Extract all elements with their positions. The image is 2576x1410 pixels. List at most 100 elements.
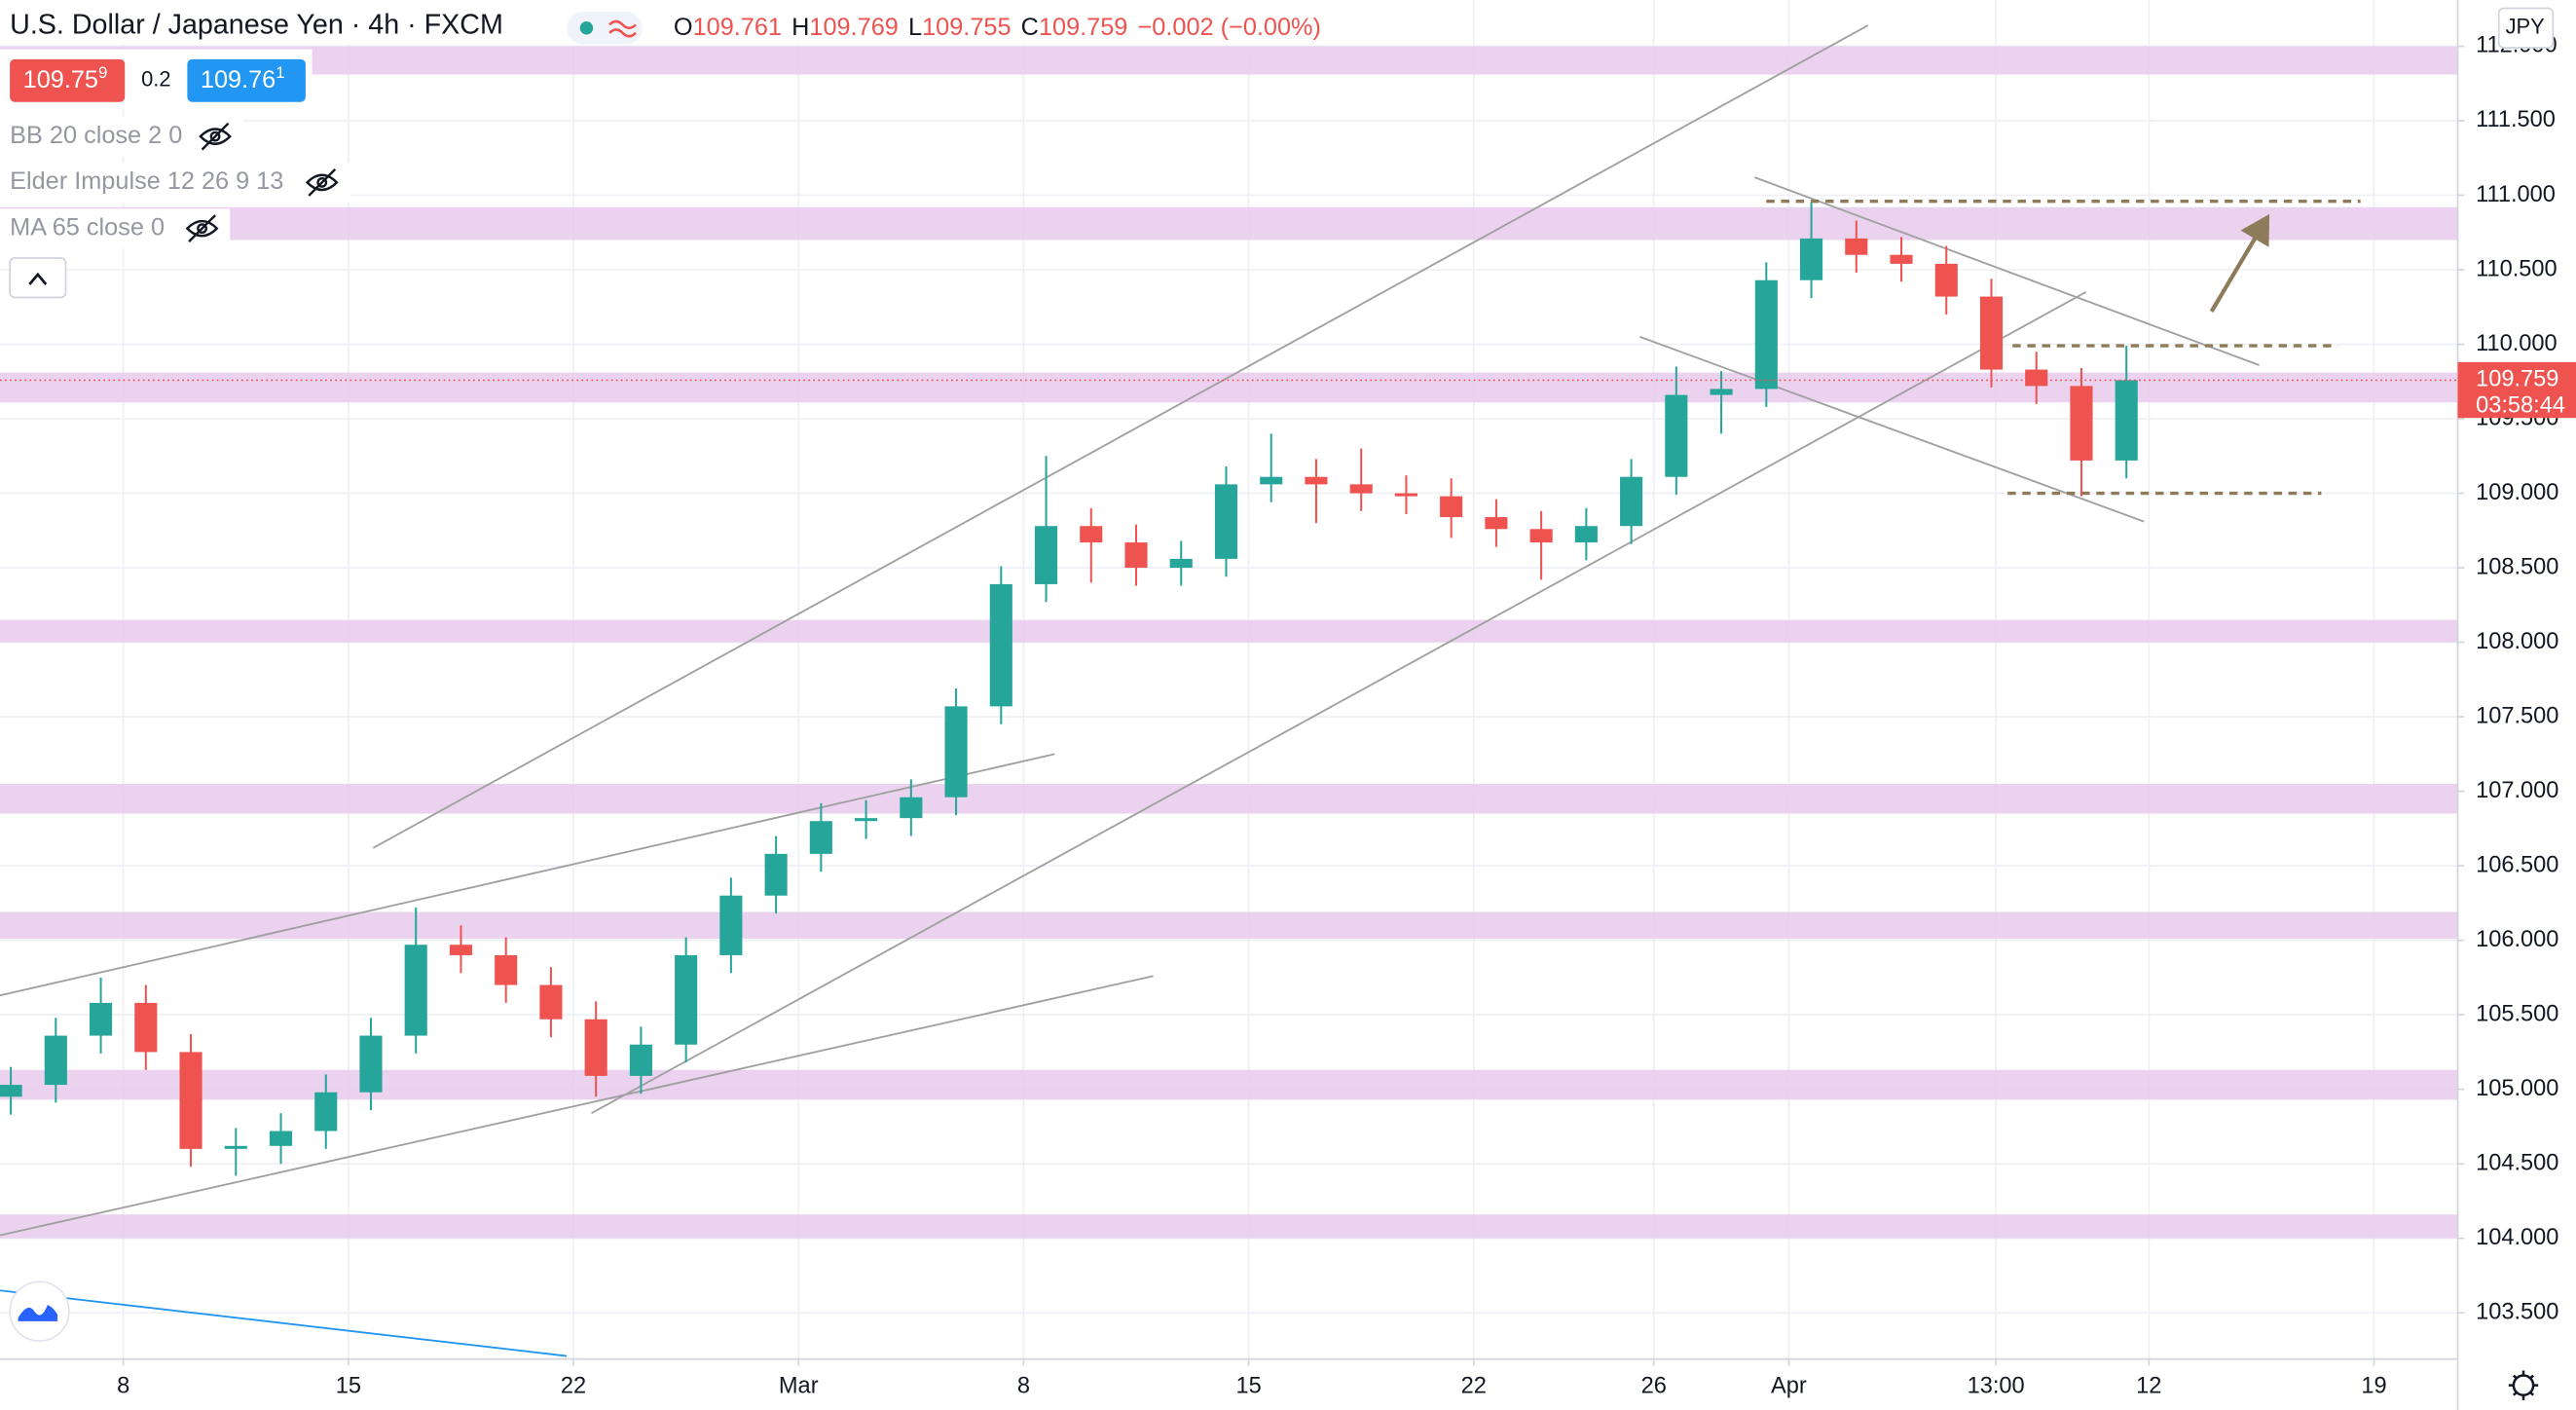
trend-line <box>0 753 1055 997</box>
currency-button[interactable] <box>2497 7 2555 49</box>
candle-body <box>1169 558 1193 569</box>
candle-body <box>900 797 923 819</box>
collapse-button[interactable] <box>9 257 67 299</box>
status-pill[interactable] <box>567 11 643 45</box>
sell-price: 109.759 <box>23 63 108 93</box>
x-tick-label: 15 <box>1235 1374 1261 1399</box>
price-zone <box>0 1069 2458 1100</box>
candle-body <box>809 821 832 854</box>
last-price-tag <box>2457 361 2576 419</box>
candle-body <box>1890 254 1913 264</box>
candle-body <box>675 954 698 1045</box>
y-tick-label: 107.000 <box>2476 778 2558 803</box>
sell-price-pip: 9 <box>98 63 107 82</box>
candle-body <box>1034 526 1058 584</box>
candle-body <box>1665 394 1688 477</box>
candle-body <box>1934 263 1958 297</box>
candle-body <box>269 1131 293 1146</box>
candle-body <box>1754 279 1778 390</box>
trend-line <box>372 24 1869 849</box>
buy-price: 109.761 <box>201 63 285 93</box>
candle-body <box>44 1035 67 1086</box>
y-tick-label: 108.500 <box>2476 554 2558 579</box>
x-tick-label: 22 <box>1461 1374 1487 1399</box>
logo-icon <box>18 1304 58 1321</box>
x-tick-label: 13:00 <box>1968 1374 2025 1399</box>
candle-body <box>1214 484 1238 559</box>
indicator-label: MA 65 close 0 <box>10 213 165 241</box>
candle-body <box>1080 526 1103 543</box>
delay-icon <box>608 19 637 38</box>
ohlc-key: O <box>674 13 693 40</box>
y-tick-label: 110.000 <box>2476 331 2558 356</box>
symbol-title[interactable]: U.S. Dollar / Japanese Yen · 4h · FXCM <box>10 10 503 41</box>
candle-body <box>179 1052 202 1149</box>
currency-label: JPY <box>2506 15 2546 39</box>
x-tick-label: 15 <box>336 1374 361 1399</box>
candle-body <box>134 1002 158 1053</box>
price-zone <box>0 206 2458 241</box>
price-zone <box>0 1214 2458 1239</box>
candle-body <box>629 1044 652 1076</box>
x-tick-label: 26 <box>1641 1374 1667 1399</box>
trend-line <box>591 291 2087 1114</box>
candle-body <box>719 895 743 955</box>
candle-body <box>1710 389 1733 395</box>
x-tick-label: 8 <box>1017 1374 1030 1399</box>
indicator-label: Elder Impulse 12 26 9 13 <box>10 167 283 195</box>
sell-price-main: 109.75 <box>23 65 98 93</box>
arrow <box>2209 213 2270 313</box>
indicator-label: BB 20 close 2 0 <box>10 122 182 149</box>
y-tick-label: 105.500 <box>2476 1001 2558 1026</box>
candle-body <box>404 945 427 1036</box>
price-zone <box>0 46 2458 75</box>
ohlc-change: −0.002 (−0.00%) <box>1138 13 1321 40</box>
ohlc-key: H <box>791 13 809 40</box>
y-tick-label: 111.000 <box>2476 182 2556 207</box>
buy-button[interactable] <box>187 58 306 102</box>
candle-body <box>1799 238 1823 280</box>
candle-body <box>1845 238 1868 255</box>
candle-body <box>539 984 563 1020</box>
ohlc-key: L <box>908 13 922 40</box>
market-status <box>579 21 594 35</box>
candle-body <box>1620 476 1643 527</box>
y-tick-label: 109.000 <box>2476 480 2558 505</box>
x-tick-label: 19 <box>2361 1374 2386 1399</box>
logo-button[interactable] <box>9 1280 70 1342</box>
price-zone <box>0 783 2458 814</box>
y-tick-label: 105.000 <box>2476 1076 2558 1101</box>
candle-body <box>495 954 518 985</box>
hidden-eye-pupil <box>209 130 221 142</box>
x-tick-label: 8 <box>117 1374 129 1399</box>
candle-body <box>2115 380 2138 461</box>
hidden-eye-icon <box>185 214 219 242</box>
trend-line <box>1753 176 2260 366</box>
ohlc-value: 109.755 <box>922 13 1011 40</box>
price-zone <box>0 911 2458 940</box>
buy-price-pip: 1 <box>276 63 284 82</box>
settings-teeth <box>2508 1370 2539 1400</box>
ohlc-value: 109.761 <box>693 13 782 40</box>
price-zone <box>0 619 2458 643</box>
y-tick-label: 111.500 <box>2476 107 2556 132</box>
time-axis-bg <box>0 1358 2576 1410</box>
candle-body <box>1260 476 1283 485</box>
x-tick-label: 12 <box>2136 1374 2161 1399</box>
candle-body <box>1440 496 1463 518</box>
ohlc-key: C <box>1021 13 1039 40</box>
candle-body <box>1529 529 1553 543</box>
x-tick-label: 22 <box>561 1374 586 1399</box>
hidden-eye-pupil <box>197 223 207 235</box>
candle-body <box>2070 386 2093 461</box>
candle-body <box>1979 296 2004 370</box>
y-tick-label: 108.000 <box>2476 629 2558 654</box>
sell-button[interactable] <box>10 58 126 102</box>
candle-body <box>1485 517 1508 530</box>
indicator-bg <box>0 208 231 248</box>
candle-body <box>449 945 473 955</box>
x-tick-label: Mar <box>779 1374 819 1399</box>
candle-body <box>2025 369 2048 387</box>
